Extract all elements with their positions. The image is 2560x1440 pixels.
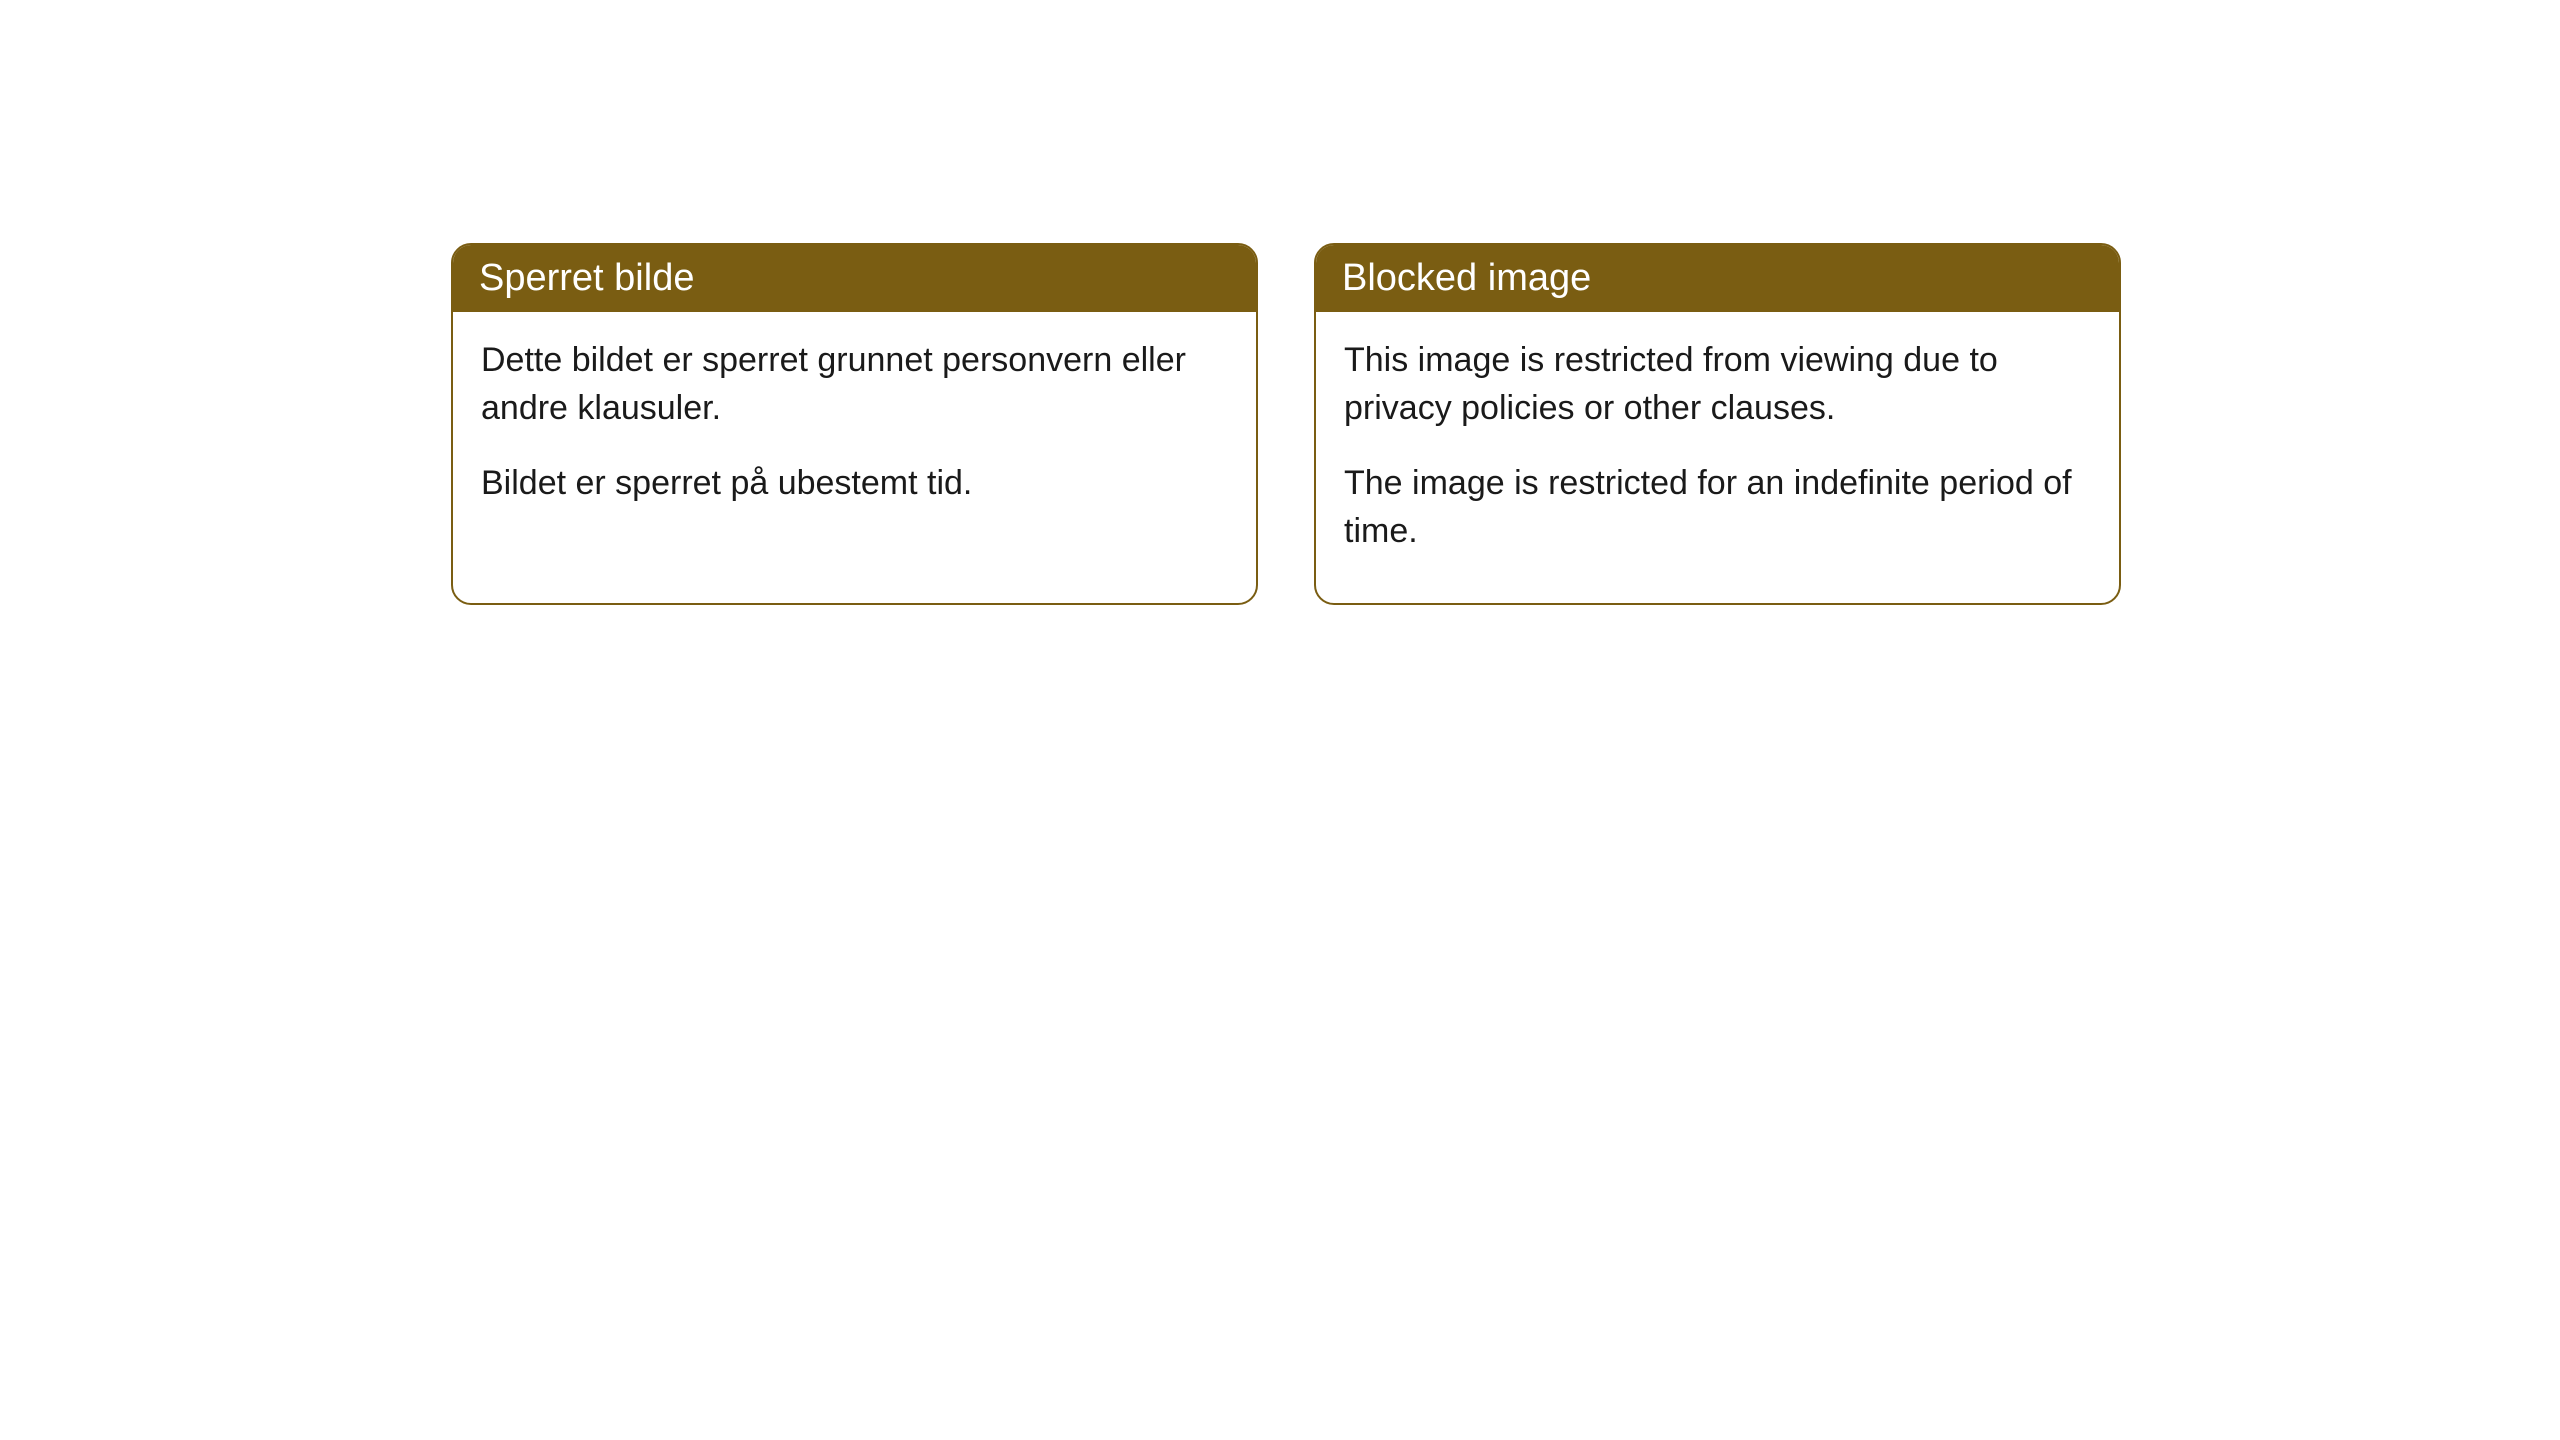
card-paragraph: Bildet er sperret på ubestemt tid.: [481, 459, 1228, 507]
card-paragraph: Dette bildet er sperret grunnet personve…: [481, 336, 1228, 433]
card-body: This image is restricted from viewing du…: [1316, 312, 2119, 603]
notice-cards-container: Sperret bilde Dette bildet er sperret gr…: [451, 243, 2121, 605]
blocked-image-card-english: Blocked image This image is restricted f…: [1314, 243, 2121, 605]
card-paragraph: This image is restricted from viewing du…: [1344, 336, 2091, 433]
card-header: Blocked image: [1316, 245, 2119, 312]
blocked-image-card-norwegian: Sperret bilde Dette bildet er sperret gr…: [451, 243, 1258, 605]
card-title: Sperret bilde: [479, 257, 694, 299]
card-paragraph: The image is restricted for an indefinit…: [1344, 459, 2091, 556]
card-title: Blocked image: [1342, 257, 1591, 299]
card-body: Dette bildet er sperret grunnet personve…: [453, 312, 1256, 555]
card-header: Sperret bilde: [453, 245, 1256, 312]
